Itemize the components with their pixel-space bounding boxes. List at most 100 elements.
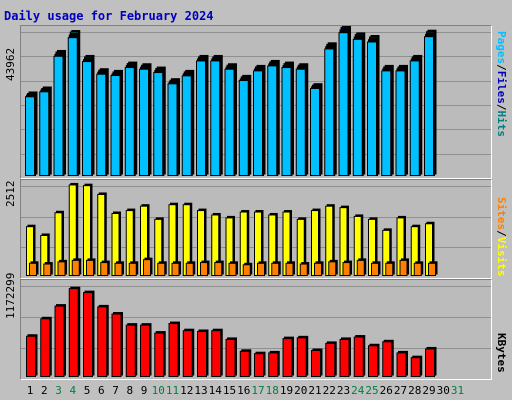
x-label-day: 26 — [379, 384, 393, 397]
legend-kbytes: KBytes — [495, 333, 508, 373]
bar-sites-day-7 — [114, 261, 124, 276]
x-label-day: 8 — [126, 384, 134, 397]
bar-kbytes-day-7 — [111, 312, 123, 377]
bar-sites-day-3 — [57, 259, 67, 276]
bar-kbytes-day-9 — [140, 323, 152, 377]
bar-sites-day-29 — [428, 261, 438, 276]
bar-pages-day-19 — [281, 65, 293, 177]
bar-pages-day-4 — [67, 35, 80, 176]
bar-pages-day-5 — [82, 59, 94, 177]
bar-sites-day-17 — [257, 261, 267, 276]
x-label-day: 21 — [308, 384, 322, 397]
bar-pages-day-10 — [153, 70, 165, 177]
x-label-day: 3 — [55, 384, 62, 397]
kbytes-max-label: 1172299 — [4, 272, 17, 319]
x-label-day: 19 — [279, 384, 294, 397]
x-label-day: 10 — [151, 384, 165, 397]
bar-sites-day-28 — [413, 261, 424, 276]
bar-sites-day-4 — [71, 258, 82, 277]
bar-kbytes-day-20 — [296, 335, 309, 377]
bar-pages-day-2 — [39, 89, 51, 176]
bar-kbytes-day-3 — [54, 304, 66, 378]
bar-kbytes-day-11 — [168, 321, 180, 377]
bar-kbytes-day-18 — [268, 350, 280, 377]
bar-kbytes-day-13 — [197, 329, 209, 377]
x-label-day: 28 — [408, 384, 422, 397]
bar-kbytes-day-26 — [382, 339, 394, 377]
bar-kbytes-day-27 — [396, 350, 408, 377]
bar-pages-day-6 — [96, 72, 108, 176]
bar-pages-day-18 — [267, 63, 279, 176]
bar-kbytes-day-24 — [353, 335, 366, 377]
visits-legend-text: Sites/Visits — [495, 197, 508, 277]
x-label-day: 16 — [237, 384, 251, 397]
kbytes-plot — [21, 286, 491, 378]
bar-kbytes-day-29 — [425, 346, 437, 378]
bar-pages-day-24 — [352, 37, 365, 176]
bar-sites-day-24 — [356, 258, 367, 277]
bar-pages-day-22 — [324, 46, 336, 176]
hits-legend-text: Pages/Files/Hits — [495, 31, 508, 137]
x-label-day: 1 — [26, 384, 34, 397]
bar-pages-day-28 — [409, 58, 422, 176]
bar-sites-day-9 — [143, 257, 153, 276]
bar-pages-day-11 — [167, 81, 179, 176]
x-label-day: 29 — [422, 384, 436, 397]
x-label-day: 17 — [251, 384, 265, 397]
hits-ylabel-container: 43962 — [2, 25, 18, 177]
bar-kbytes-day-28 — [410, 355, 423, 377]
bar-kbytes-day-16 — [239, 349, 252, 377]
bar-kbytes-day-19 — [282, 336, 294, 377]
bar-sites-day-14 — [214, 260, 224, 276]
x-label-day: 31 — [450, 384, 465, 397]
bar-sites-day-25 — [371, 261, 381, 276]
bar-kbytes-day-12 — [182, 328, 195, 377]
bar-kbytes-day-22 — [325, 341, 337, 377]
bar-kbytes-day-15 — [225, 337, 237, 377]
bar-pages-day-20 — [295, 67, 308, 176]
bar-sites-day-22 — [328, 259, 338, 276]
bar-pages-day-17 — [253, 68, 265, 176]
bar-kbytes-day-1 — [26, 334, 38, 377]
bar-sites-day-2 — [43, 262, 53, 276]
bar-kbytes-day-25 — [368, 343, 380, 377]
bar-sites-day-5 — [86, 258, 96, 277]
bar-sites-day-13 — [200, 260, 210, 276]
legend-pages: Pages — [495, 31, 508, 65]
bar-sites-day-23 — [342, 260, 352, 276]
bar-kbytes-day-4 — [68, 286, 81, 377]
x-label-day: 4 — [69, 384, 77, 397]
hits-plot — [21, 25, 491, 177]
hits-legend: Pages/Files/Hits — [494, 25, 510, 177]
bar-pages-day-9 — [139, 67, 151, 176]
bar-pages-day-15 — [224, 67, 236, 176]
bar-pages-day-27 — [395, 68, 407, 176]
bar-sites-day-1 — [29, 261, 39, 276]
bar-kbytes-day-21 — [311, 348, 323, 377]
bar-sites-day-27 — [399, 258, 409, 277]
bar-pages-day-26 — [381, 68, 393, 176]
x-label-day: 9 — [140, 384, 148, 397]
bar-pages-day-23 — [338, 30, 350, 177]
x-label-day: 6 — [97, 384, 105, 397]
x-label-day: 7 — [112, 384, 119, 397]
bar-kbytes-day-6 — [97, 304, 109, 377]
visits-ylabel-container: 2512 — [2, 179, 18, 277]
x-label-day: 15 — [222, 384, 237, 397]
bar-sites-day-15 — [228, 261, 238, 276]
bar-sites-day-11 — [171, 261, 181, 276]
chart-title: Daily usage for February 2024 — [4, 9, 214, 23]
x-label-day: 2 — [40, 384, 48, 397]
bar-kbytes-day-8 — [125, 323, 138, 377]
bar-pages-day-8 — [124, 65, 137, 177]
x-label-day: 27 — [393, 384, 408, 397]
visits-max-label: 2512 — [4, 180, 17, 208]
kbytes-legend: KBytes — [494, 279, 510, 378]
x-label-day: 18 — [265, 384, 279, 397]
bar-pages-day-13 — [196, 58, 208, 176]
bar-sites-day-21 — [314, 261, 324, 276]
bar-sites-day-16 — [242, 262, 253, 277]
hits-max-label: 43962 — [4, 47, 17, 81]
bar-kbytes-day-2 — [40, 316, 52, 377]
kbytes-ylabel-container: 1172299 — [2, 273, 18, 378]
